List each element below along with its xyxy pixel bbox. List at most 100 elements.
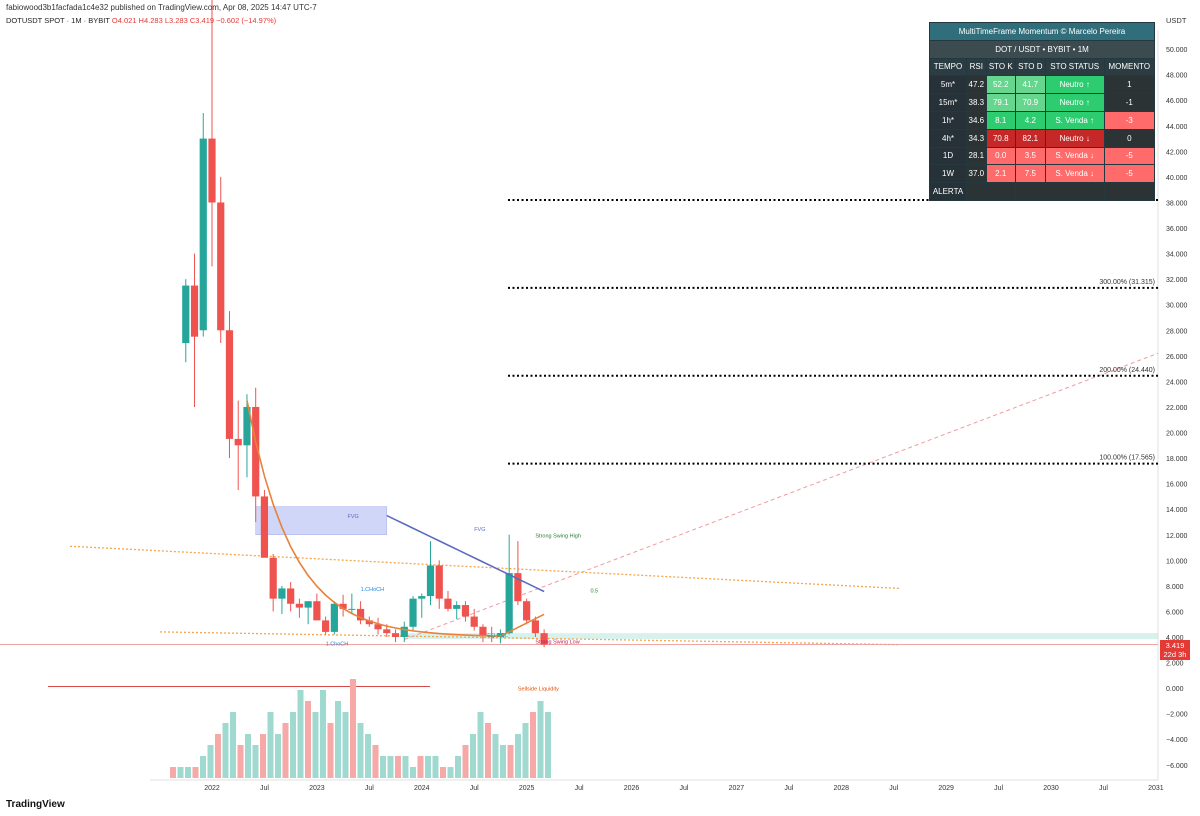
candle-body	[348, 608, 356, 610]
candle-body	[287, 588, 295, 604]
projection-line	[404, 352, 1159, 641]
cell-tempo: 1h*	[928, 110, 968, 130]
volume-bar	[417, 756, 424, 778]
candle-body	[365, 620, 373, 625]
chart-annotation: FVG	[474, 527, 485, 533]
price-tick-label: 38.000	[1166, 200, 1188, 207]
volume-bar	[245, 734, 251, 778]
volume-bar	[477, 712, 484, 778]
cell-rsi: 28.1	[966, 146, 987, 166]
price-tick-label: 46.000	[1166, 98, 1188, 105]
candle-body	[514, 573, 522, 602]
volume-bar	[335, 701, 341, 778]
candle-body	[461, 605, 470, 617]
price-tick-label: 6.000	[1166, 609, 1184, 616]
candle-body	[330, 603, 338, 632]
candle-body	[453, 605, 461, 609]
symbol-name[interactable]: DOTUSDT SPOT · 1M · BYBIT	[6, 16, 110, 25]
table-body: 5m* 47.2 52.2 41.7 Neutro ↑ 1 15m* 38.3 79.1 70.9…	[928, 75, 1156, 184]
chart-annotation: 0.5	[590, 588, 598, 594]
time-tick-label: 2031	[1148, 785, 1164, 792]
volume-bar	[222, 723, 229, 778]
time-tick-label: Jul	[575, 785, 584, 792]
candle-body	[435, 565, 443, 599]
volume-bar	[500, 745, 506, 778]
price-tick-label: 8.000	[1166, 584, 1184, 591]
price-tick-label: 36.000	[1166, 226, 1188, 233]
price-tick-label: 20.000	[1166, 431, 1188, 438]
price-tick-label: 0.000	[1166, 686, 1184, 693]
candle-body	[304, 601, 312, 608]
table-header-cell: STO K	[985, 57, 1016, 77]
candle-body	[540, 633, 548, 645]
volume-bar	[275, 734, 281, 778]
volume-bar	[260, 734, 266, 778]
cell-status: S. Venda ↓	[1044, 164, 1105, 184]
volume-bar	[372, 745, 379, 778]
cell-mom: -3	[1103, 110, 1156, 130]
volume-bar	[170, 767, 176, 778]
cell-k: 79.1	[985, 93, 1016, 112]
cell-d: 41.7	[1014, 75, 1046, 95]
candle-body	[243, 406, 251, 446]
volume-bar	[530, 712, 536, 778]
table-row: 1W 37.0 2.1 7.5 S. Venda ↓ -5	[928, 164, 1156, 184]
volume-bar	[192, 767, 199, 778]
cell-d: 4.2	[1014, 110, 1046, 130]
time-tick-label: Jul	[1099, 785, 1108, 792]
cell-tempo: 15m*	[928, 93, 968, 112]
volume-bar	[177, 767, 184, 778]
price-tick-label: 14.000	[1166, 507, 1188, 514]
price-tick-label: −6.000	[1166, 763, 1188, 770]
volume-bar	[185, 767, 191, 778]
time-tick-label: 2027	[729, 785, 745, 792]
volume-bar	[290, 712, 296, 778]
volume-bar	[207, 745, 214, 778]
volume-bar	[492, 734, 499, 778]
table-row: 1h* 34.6 8.1 4.2 S. Venda ↑ -3	[928, 110, 1156, 130]
table-header-row: TEMPO RSI STO K STO D STO STATUS MOMENTO	[928, 57, 1156, 77]
time-tick-label: Jul	[679, 785, 688, 792]
price-tick-label: 32.000	[1166, 277, 1188, 284]
volume-bar	[380, 756, 386, 778]
time-tick-label: Jul	[365, 785, 374, 792]
price-tick-label: 16.000	[1166, 482, 1188, 489]
price-tick-label: −2.000	[1166, 712, 1188, 719]
cell-rsi: 34.3	[966, 128, 987, 148]
volume-bar	[312, 712, 319, 778]
bar-countdown: 22d 3h	[1163, 650, 1187, 659]
cell-status: Neutro ↓	[1044, 128, 1105, 148]
fib-level-label: 200.00% (24.440)	[1099, 367, 1155, 374]
price-tick-label: 44.000	[1166, 124, 1188, 131]
candle-body	[418, 596, 426, 599]
volume-bar	[327, 723, 334, 778]
symbol-info: DOTUSDT SPOT · 1M · BYBIT O4.021 H4.283 …	[6, 16, 276, 25]
cell-rsi: 34.6	[966, 110, 987, 130]
candle-body	[199, 138, 207, 331]
candle-body	[208, 138, 216, 203]
trendline-lower	[159, 631, 901, 646]
candle-body	[470, 616, 478, 627]
cell-status: S. Venda ↑	[1044, 110, 1105, 130]
volume-bar	[267, 712, 274, 778]
price-tick-label: 10.000	[1166, 558, 1188, 565]
candle-body	[339, 603, 347, 609]
tradingview-logo[interactable]: TradingView	[6, 799, 65, 810]
chart-annotation: Strong Swing Low	[535, 639, 579, 645]
volume-bar	[522, 723, 529, 778]
volume-bar	[230, 712, 236, 778]
volume-bar	[462, 745, 469, 778]
candle-body	[426, 565, 435, 597]
candle-body	[190, 285, 199, 337]
cell-status: Neutro ↑	[1044, 75, 1105, 95]
volume-bar	[387, 756, 394, 778]
candle-body	[295, 603, 303, 608]
fvg-zone	[255, 506, 388, 536]
candle-body	[234, 438, 242, 446]
volume-bar	[297, 690, 304, 778]
volume-bar	[470, 734, 476, 778]
time-tick-label: 2030	[1043, 785, 1059, 792]
volume-bar	[447, 767, 454, 778]
table-subtitle: DOT / USDT • BYBIT • 1M	[929, 39, 1155, 59]
